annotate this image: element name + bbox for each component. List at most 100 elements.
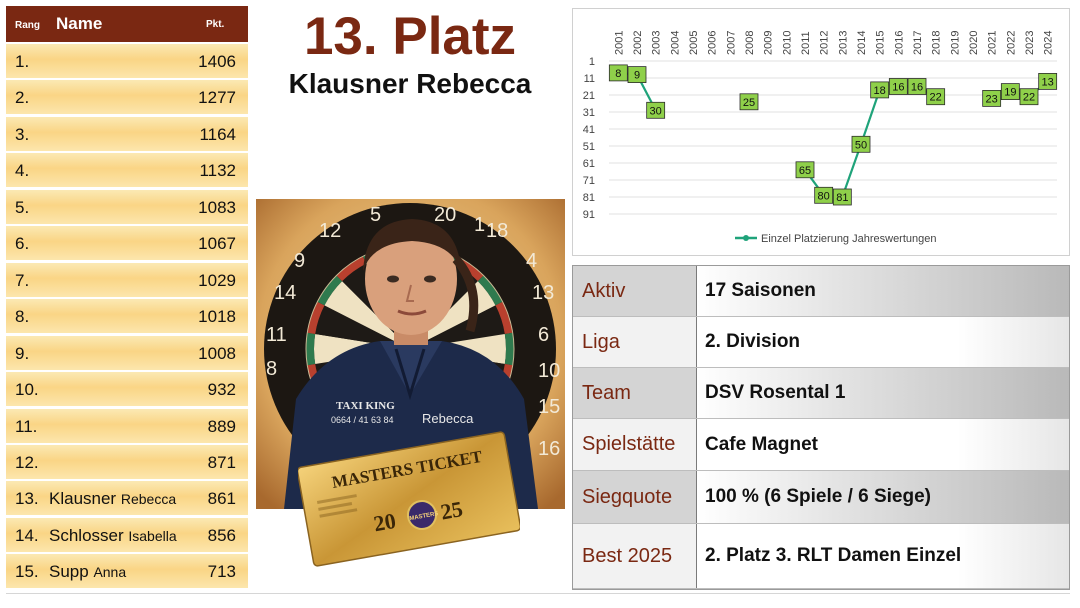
chart-x-tick-label: 2004 (669, 31, 681, 55)
ranking-points: 871 (207, 452, 236, 472)
ranking-rank: 7. (15, 270, 30, 290)
ranking-row: 6. 1067 (6, 226, 248, 261)
dartboard-number: 9 (294, 250, 305, 272)
chart-data-label: 22 (1023, 92, 1035, 104)
info-value: 2. Division (697, 317, 1069, 367)
info-label: Best 2025 (573, 524, 697, 588)
ranking-rank: 2. (15, 88, 30, 108)
ranking-points: 1406 (198, 52, 236, 71)
ranking-row: 10. 932 (6, 372, 248, 407)
points-column-header: Pkt. (206, 19, 225, 30)
chart-x-tick-label: 2018 (931, 31, 943, 55)
ranking-points: 1008 (198, 343, 236, 363)
place-title: 13. Platz (303, 7, 517, 66)
chart-data-point: 50 (851, 135, 871, 153)
chart-data-point: 22 (1019, 88, 1039, 106)
info-label: Team (573, 368, 697, 418)
chart-data-label: 80 (818, 190, 830, 202)
ranking-row: 2. 1277 (6, 80, 248, 115)
dartboard-number: 12 (319, 220, 341, 242)
info-label: Spielstätte (573, 419, 697, 470)
player-info-table: Aktiv 17 Saisonen Liga 2. Division Team DSV R… (572, 265, 1070, 590)
ranking-rank: 6. (15, 234, 30, 254)
ranking-rank: 13. (15, 489, 39, 509)
chart-y-tick-label: 11 (584, 73, 595, 85)
chart-y-tick-label: 21 (583, 90, 595, 102)
info-row: Liga 2. Division (573, 317, 1069, 368)
dartboard-number: 10 (538, 360, 560, 382)
dartboard-number: 8 (266, 358, 277, 380)
ranking-points: 861 (207, 489, 236, 509)
ranking-player-name: Supp Anna (49, 562, 126, 582)
chart-data-label: 8 (615, 68, 621, 80)
chart-data-point: 9 (627, 66, 647, 83)
chart-x-tick-label: 2019 (949, 31, 961, 55)
ranking-row: 9. 1008 (6, 335, 248, 370)
chart-x-tick-label: 2013 (837, 31, 849, 55)
ranking-rank: 12. (15, 452, 39, 472)
chart-x-tick-label: 2006 (707, 31, 719, 55)
dartboard-number: 6 (538, 324, 549, 346)
chart-x-tick-label: 2001 (613, 31, 625, 55)
info-value: DSV Rosental 1 (697, 368, 1069, 418)
info-value: 2. Platz 3. RLT Damen Einzel (697, 524, 1069, 588)
ranking-first-name: Anna (93, 564, 127, 581)
chart-data-label: 30 (650, 105, 662, 117)
dartboard-number: 18 (486, 220, 508, 242)
chart-data-label: 65 (799, 165, 811, 177)
ranking-first-name: Isabella (128, 527, 177, 544)
chart-y-tick-label: 31 (583, 107, 595, 119)
jacket-phone-text: 0664 / 41 63 84 (331, 415, 394, 425)
chart-point-marker (888, 78, 908, 95)
legend-marker (743, 235, 749, 241)
ranking-player-name: Klausner Rebecca (49, 489, 176, 509)
chart-data-point: 19 (1000, 83, 1020, 100)
ranking-rank: 9. (15, 343, 30, 363)
chart-y-tick-label: 61 (583, 158, 595, 170)
ranking-first-name: Rebecca (120, 491, 177, 508)
masters-ticket: MASTERS TICKET 20 MASTERS 25 (296, 425, 522, 573)
chart-y-tick-label: 91 (583, 209, 595, 221)
ranking-points: 1132 (199, 161, 236, 181)
chart-x-tick-label: 2024 (1043, 31, 1055, 55)
ticket-year-left: 20 (372, 508, 398, 536)
chart-x-tick-label: 2012 (819, 31, 831, 55)
chart-point-marker (795, 161, 815, 179)
info-value: 17 Saisonen (697, 266, 1069, 316)
chart-point-marker (1038, 73, 1058, 90)
ticket-year-right: 25 (439, 496, 465, 524)
chart-data-point: 80 (814, 186, 834, 204)
ranking-table: Rang Name Pkt. 1. 1406 2. 1277 3. 1164 4. 1… (6, 6, 248, 591)
chart-point-marker (814, 186, 834, 204)
chart-x-tick-label: 2023 (1024, 31, 1036, 55)
chart-point-marker (646, 101, 666, 119)
ranking-row: 8. 1018 (6, 299, 248, 334)
chart-data-label: 18 (874, 85, 886, 97)
ranking-points: 889 (207, 416, 236, 436)
ranking-last-name: Klausner (49, 489, 117, 509)
chart-x-tick-label: 2008 (744, 31, 756, 55)
ranking-row: 3. 1164 (6, 116, 248, 151)
info-value: 100 % (6 Spiele / 6 Siege) (697, 471, 1069, 523)
chart-x-tick-label: 2022 (1005, 31, 1017, 55)
ranking-points: 1277 (198, 88, 236, 108)
ticket-logo-text: MASTERS (409, 511, 439, 522)
ranking-row: 7. 1029 (6, 262, 248, 297)
ranking-points: 1029 (198, 270, 236, 290)
chart-data-point: 16 (888, 78, 908, 95)
ranking-points: 713 (207, 562, 236, 582)
chart-data-label: 9 (634, 70, 640, 82)
chart-data-label: 50 (855, 139, 867, 151)
chart-point-marker (1000, 83, 1020, 100)
ranking-row: 13. Klausner Rebecca 861 (6, 481, 248, 516)
portrait-illustration: 12 5 20 1 18 9 4 14 13 11 6 8 10 16 15 TAXI KING 0664 … (256, 199, 565, 509)
chart-point-marker (926, 88, 946, 106)
info-label: Liga (573, 317, 697, 367)
ranking-rank: 4. (15, 161, 30, 181)
chart-data-label: 16 (911, 82, 923, 94)
dartboard-number: 5 (370, 204, 381, 226)
chart-point-marker (870, 81, 890, 99)
chart-data-point: 22 (926, 88, 946, 106)
ranking-last-name: Schlosser (49, 525, 124, 545)
info-label: Aktiv (573, 266, 697, 316)
